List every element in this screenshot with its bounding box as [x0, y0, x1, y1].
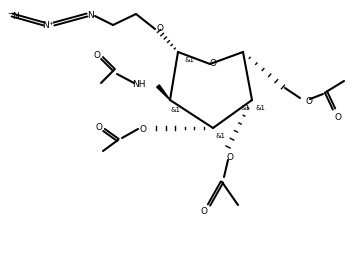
Text: NH: NH: [132, 80, 146, 89]
Text: N: N: [87, 11, 93, 19]
Text: O: O: [226, 153, 234, 162]
Text: O: O: [139, 125, 146, 133]
Text: O: O: [94, 51, 100, 60]
Text: &1: &1: [184, 57, 194, 63]
Text: $^{-}$N: $^{-}$N: [7, 10, 21, 20]
Text: O: O: [201, 207, 207, 217]
Text: &1: &1: [215, 133, 225, 139]
Text: O: O: [334, 112, 342, 121]
Text: O: O: [306, 97, 313, 105]
Text: O: O: [210, 59, 216, 68]
Polygon shape: [157, 85, 170, 100]
Text: &1: &1: [170, 107, 180, 113]
Text: O: O: [95, 123, 103, 132]
Text: N$^{+}$: N$^{+}$: [42, 19, 56, 31]
Text: &1: &1: [256, 105, 266, 111]
Text: O: O: [157, 24, 163, 32]
Text: &1: &1: [240, 105, 250, 111]
